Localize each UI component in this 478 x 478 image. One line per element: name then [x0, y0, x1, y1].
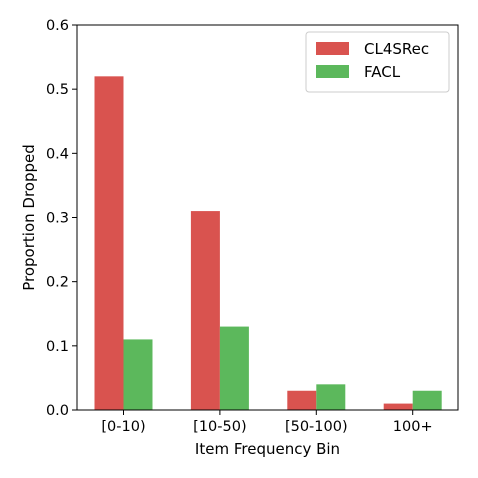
y-tick-label: 0.4 — [46, 146, 69, 162]
y-tick-label: 0.1 — [46, 339, 69, 355]
y-tick-label: 0.0 — [46, 403, 69, 419]
x-tick-label: [10-50) — [193, 419, 246, 435]
legend: CL4SRec FACL — [305, 31, 450, 93]
x-tick-label: 100+ — [393, 419, 433, 435]
legend-label-facl: FACL — [364, 63, 401, 81]
bar-facl-3 — [316, 384, 346, 410]
x-tick-label: [0-10) — [101, 419, 145, 435]
y-tick-label: 0.3 — [46, 211, 69, 227]
y-tick-label: 0.6 — [46, 18, 69, 34]
bar-facl-2 — [219, 326, 249, 410]
y-tick-label: 0.5 — [46, 82, 69, 98]
x-axis: [0-10) [10-50) [50-100) 100+ — [101, 410, 433, 435]
bar-cl4srec-3 — [287, 390, 317, 410]
y-axis-label: Proportion Dropped — [20, 144, 38, 291]
y-tick-label: 0.2 — [46, 275, 69, 291]
bar-facl-1 — [123, 339, 153, 410]
bar-facl-4 — [412, 390, 442, 410]
legend-swatch-facl — [316, 65, 349, 78]
bar-cl4srec-4 — [383, 403, 413, 410]
x-tick-label: [50-100) — [285, 419, 348, 435]
y-axis: 0.0 0.1 0.2 0.3 0.4 0.5 0.6 — [46, 18, 77, 419]
bar-cl4srec-2 — [190, 211, 220, 410]
bar-cl4srec-1 — [94, 76, 124, 410]
x-axis-label: Item Frequency Bin — [195, 440, 340, 458]
legend-swatch-cl4srec — [316, 42, 349, 55]
legend-label-cl4srec: CL4SRec — [364, 40, 429, 58]
bars-layer — [94, 76, 442, 410]
